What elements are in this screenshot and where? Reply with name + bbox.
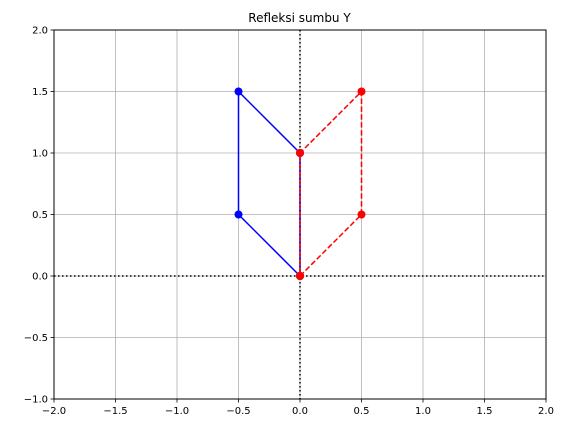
series-layer xyxy=(234,87,366,280)
chart-title: Refleksi sumbu Y xyxy=(248,11,351,25)
x-tick-label: 1.0 xyxy=(415,406,431,417)
data-point xyxy=(234,87,243,96)
x-tick-label: 1.5 xyxy=(477,406,493,417)
data-point xyxy=(357,87,366,96)
y-tick-label: 0.0 xyxy=(32,272,48,283)
series-0 xyxy=(234,87,304,280)
series-1 xyxy=(296,87,366,280)
data-point xyxy=(234,210,243,219)
x-tick-label: 0.0 xyxy=(292,406,308,417)
x-tick-label: −1.5 xyxy=(103,406,127,417)
x-tick-label: 2.0 xyxy=(538,406,554,417)
data-point xyxy=(357,210,366,219)
y-tick-label: 2.0 xyxy=(32,26,48,37)
x-tick-label: −2.0 xyxy=(42,406,66,417)
x-tick-label: −1.0 xyxy=(165,406,189,417)
y-tick-label: 1.0 xyxy=(32,149,48,160)
x-tick-label: −0.5 xyxy=(226,406,250,417)
y-tick-label: 1.5 xyxy=(32,87,48,98)
y-tick-label: −1.0 xyxy=(24,395,48,406)
data-point xyxy=(296,272,304,280)
x-tick-label: 0.5 xyxy=(354,406,370,417)
y-tick-label: −0.5 xyxy=(24,333,48,344)
data-point xyxy=(296,149,304,157)
series-line xyxy=(299,90,363,277)
y-tick-label: 0.5 xyxy=(32,210,48,221)
series-line xyxy=(237,90,301,277)
ticks: −2.0 −1.5 −1.0 −0.5 0.0 0.5 1.0 1.5 2.0 −1.0 −0.5 0… xyxy=(24,26,554,418)
